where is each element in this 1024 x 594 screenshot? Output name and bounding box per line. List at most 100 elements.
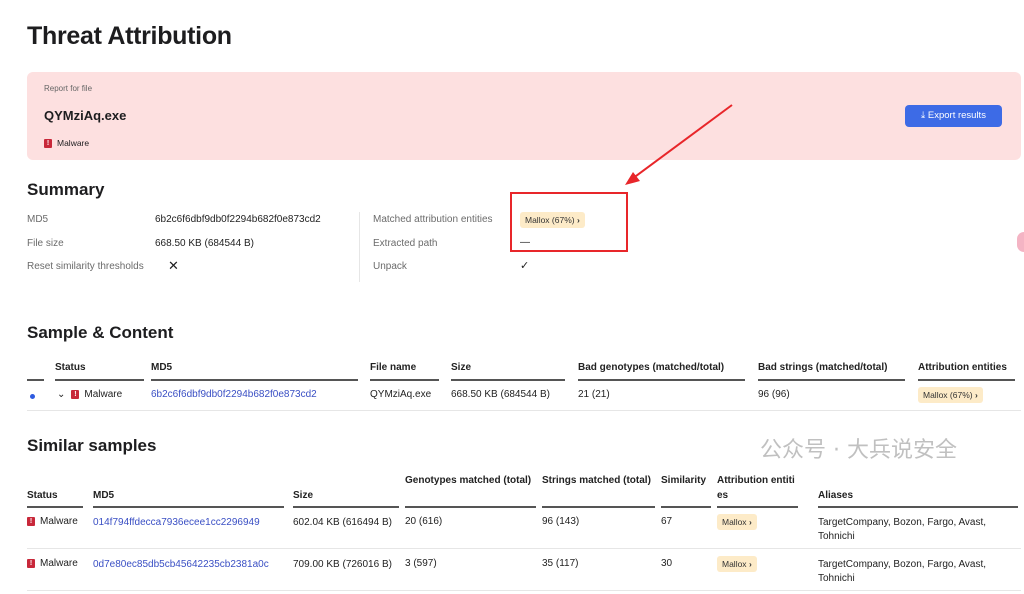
similar-size: 709.00 KB (726016 B) — [293, 559, 392, 570]
similar-col-header: Strings matched (total) — [542, 475, 651, 486]
sample-col-header: Attribution entities — [918, 362, 1007, 373]
matched-entities-label: Matched attribution entities — [373, 214, 493, 225]
sample-md5-link[interactable]: 6b2c6f6dbf9db0f2294b682f0e873cd2 — [151, 389, 317, 400]
header-underline — [717, 506, 798, 508]
similar-status: ! Malware — [27, 558, 78, 569]
chevron-down-icon[interactable]: ⌄ — [57, 389, 66, 400]
side-floating-button[interactable] — [1017, 232, 1024, 252]
unpack-label: Unpack — [373, 261, 407, 272]
header-underline — [27, 506, 83, 508]
sample-entity-tag[interactable]: Mallox (67%) › — [918, 387, 983, 403]
sample-file-name: QYMziAq.exe — [370, 389, 432, 400]
similar-entity-tag[interactable]: Mallox › — [717, 556, 757, 572]
similar-genotypes: 20 (616) — [405, 516, 443, 527]
row-indicator-dot — [30, 394, 35, 399]
similar-md5-link[interactable]: 0d7e80ec85db5cb45642235cb2381a0c — [93, 559, 269, 570]
row-divider — [27, 410, 1021, 411]
annotation-box — [510, 192, 628, 252]
header-underline — [661, 506, 711, 508]
chevron-right-icon: › — [748, 517, 752, 527]
page-title: Threat Attribution — [27, 22, 232, 50]
entity-label: Mallox (67%) — [525, 215, 575, 225]
sample-col-header: File name — [370, 362, 417, 373]
summary-divider — [359, 212, 360, 282]
header-underline — [451, 379, 565, 381]
malware-icon: ! — [44, 139, 52, 149]
download-icon: ⤓ — [921, 110, 928, 121]
header-underline — [542, 506, 655, 508]
sample-col-header: MD5 — [151, 362, 173, 373]
malware-icon: ! — [27, 516, 35, 526]
sample-row: ⌄! Malware — [57, 389, 122, 400]
file-size-value: 668.50 KB (684544 B) — [155, 238, 254, 249]
header-underline — [151, 379, 358, 381]
similar-size: 602.04 KB (616494 B) — [293, 517, 392, 528]
reset-thresholds-icon[interactable]: ✕ — [168, 258, 179, 273]
similar-col-header: Genotypes matched (total) — [405, 475, 532, 486]
export-label: Export results — [927, 110, 986, 121]
banner-status-label: Malware — [57, 138, 90, 148]
similar-similarity: 67 — [661, 516, 673, 527]
md5-value: 6b2c6f6dbf9db0f2294b682f0e873cd2 — [155, 214, 321, 225]
summary-heading: Summary — [27, 180, 105, 199]
chevron-right-icon: › — [576, 215, 580, 225]
row-divider — [27, 548, 1021, 549]
header-underline — [818, 506, 1018, 508]
similar-col-header: Attribution entities — [717, 475, 795, 501]
sample-bad-genotypes: 21 (21) — [578, 389, 610, 400]
header-underline — [370, 379, 439, 381]
similar-col-header: Similarity — [661, 475, 707, 486]
extracted-path-value: — — [520, 237, 530, 248]
similar-col-header: Size — [293, 490, 314, 501]
similar-strings: 35 (117) — [542, 558, 579, 569]
sample-col-header: Status — [55, 362, 86, 373]
status-label: Malware — [40, 558, 78, 569]
extracted-path-label: Extracted path — [373, 238, 438, 249]
similar-entity-tag[interactable]: Mallox › — [717, 514, 757, 530]
banner-file-name: QYMziAq.exe — [44, 108, 127, 123]
status-label: Malware — [40, 516, 78, 527]
similar-md5-link[interactable]: 014f794ffdecca7936ecee1cc2296949 — [93, 517, 260, 528]
similar-aliases: TargetCompany, Bozon, Fargo, Avast, Tohn… — [818, 559, 987, 584]
similar-aliases: TargetCompany, Bozon, Fargo, Avast, Tohn… — [818, 517, 987, 542]
header-underline — [93, 506, 284, 508]
sample-col-header: Size — [451, 362, 472, 373]
status-label: Malware — [84, 389, 123, 400]
header-underline — [578, 379, 745, 381]
header-underline — [27, 379, 44, 381]
matched-entity-tag[interactable]: Mallox (67%) › — [520, 212, 585, 228]
similar-strings: 96 (143) — [542, 516, 580, 527]
report-banner: Report for file QYMziAq.exe ! Malware ⤓ E… — [27, 72, 1021, 160]
chevron-right-icon: › — [974, 390, 978, 400]
header-underline — [55, 379, 144, 381]
md5-label: MD5 — [27, 214, 49, 225]
header-underline — [293, 506, 399, 508]
malware-icon: ! — [71, 389, 80, 399]
chevron-right-icon: › — [748, 559, 752, 569]
header-underline — [758, 379, 905, 381]
unpack-check-icon: ✓ — [520, 260, 530, 272]
similar-col-header: Status — [27, 490, 58, 501]
entity-label: Mallox — [722, 517, 747, 527]
banner-status: ! Malware — [44, 138, 90, 149]
watermark: 公众号 · 大兵说安全 — [760, 438, 957, 463]
entity-label: Mallox — [722, 559, 747, 569]
similar-status: ! Malware — [27, 516, 78, 527]
export-results-button[interactable]: ⤓ Export results — [905, 105, 1002, 127]
sample-col-header: Bad strings (matched/total) — [758, 362, 888, 373]
similar-heading: Similar samples — [27, 436, 157, 455]
malware-icon: ! — [27, 558, 35, 568]
annotation-arrow — [625, 104, 733, 185]
header-underline — [918, 379, 1015, 381]
sample-bad-strings: 96 (96) — [758, 389, 790, 400]
similar-col-header: MD5 — [93, 490, 115, 501]
header-underline — [405, 506, 536, 508]
similar-genotypes: 3 (597) — [405, 558, 437, 569]
sample-col-header: Bad genotypes (matched/total) — [578, 362, 725, 373]
similar-similarity: 30 — [661, 558, 673, 569]
sample-size: 668.50 KB (684544 B) — [451, 389, 550, 400]
sample-heading: Sample & Content — [27, 323, 174, 342]
entity-label: Mallox (67%) — [923, 390, 973, 400]
banner-caption: Report for file — [44, 84, 93, 93]
row-divider — [27, 590, 1021, 591]
